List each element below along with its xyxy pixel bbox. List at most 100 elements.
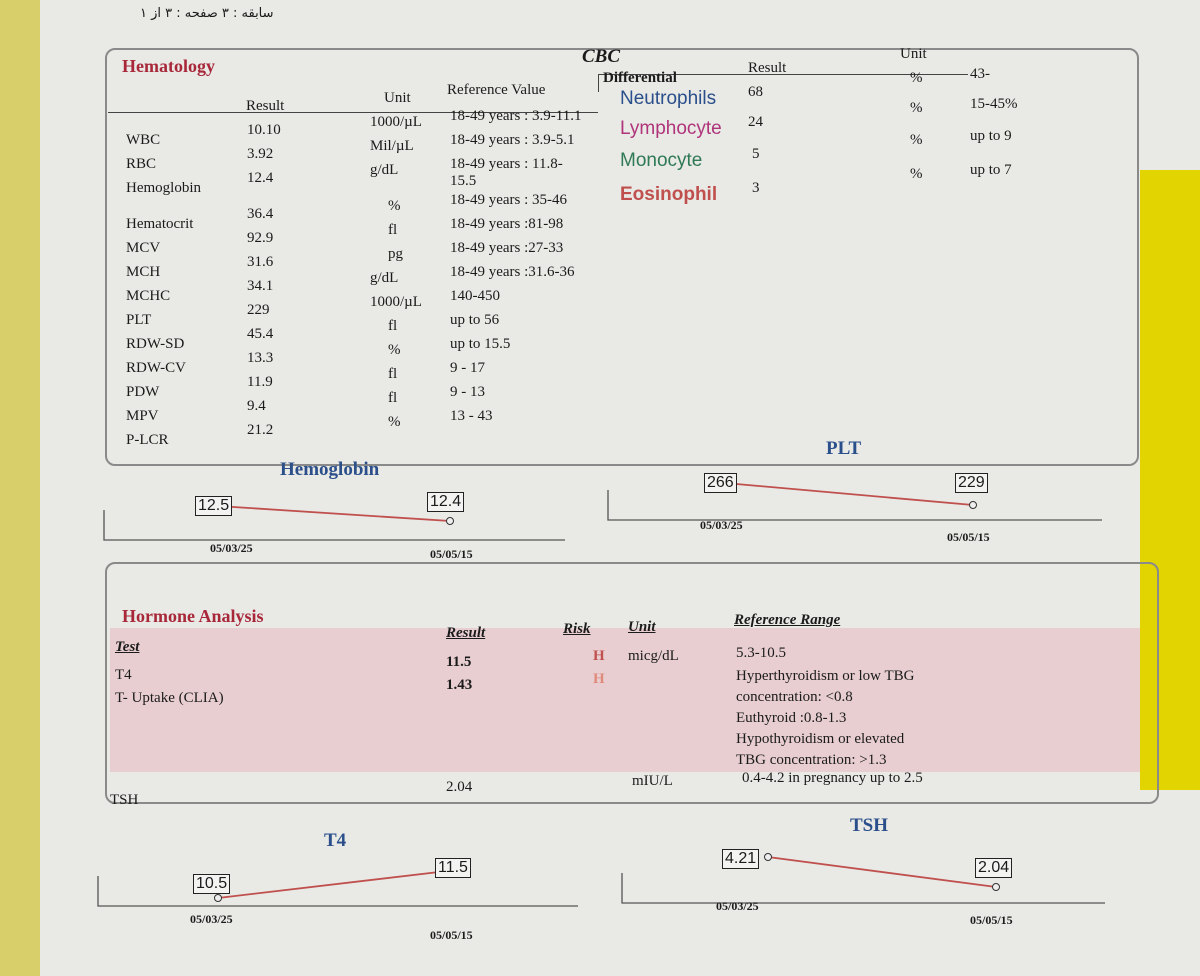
date-label: 05/05/15 bbox=[430, 547, 473, 561]
test-reference: 18-49 years :31.6-36 bbox=[450, 264, 575, 280]
test-unit: g/dL bbox=[370, 270, 399, 286]
date-label: 05/05/15 bbox=[947, 530, 990, 544]
test-unit: fl bbox=[388, 318, 398, 334]
differential-result-header: Result bbox=[748, 60, 787, 76]
differential-divider bbox=[598, 74, 968, 75]
test-name: MCH bbox=[126, 264, 161, 280]
test-unit: % bbox=[388, 342, 401, 358]
test-unit: fl bbox=[388, 390, 398, 406]
hormone-reference: 5.3-10.5 bbox=[736, 645, 786, 661]
hematology-section bbox=[105, 48, 1139, 466]
differential-result: 5 bbox=[752, 146, 760, 162]
series-line bbox=[724, 482, 974, 506]
series-line bbox=[217, 505, 451, 522]
test-result: 21.2 bbox=[247, 422, 274, 438]
test-name: MCV bbox=[126, 240, 161, 256]
folder-edge-left bbox=[0, 0, 40, 976]
differential-ref: up to 9 bbox=[970, 128, 1012, 144]
cbc-label: CBC bbox=[582, 46, 621, 67]
test-unit: 1000/µL bbox=[370, 114, 422, 130]
chart-title-tsh: TSH bbox=[850, 815, 889, 836]
test-reference: up to 56 bbox=[450, 312, 500, 328]
hormone-result: 11.5 bbox=[446, 654, 472, 670]
hormone-result: 2.04 bbox=[446, 779, 473, 795]
test-reference: 18-49 years : 3.9-5.1 bbox=[450, 132, 575, 148]
hematology-title: Hematology bbox=[122, 56, 215, 76]
test-result: 92.9 bbox=[247, 230, 274, 246]
test-result: 45.4 bbox=[247, 326, 274, 342]
test-unit: % bbox=[388, 414, 401, 430]
test-name: RDW-SD bbox=[126, 336, 185, 352]
differential-ref: 15-45% bbox=[970, 96, 1018, 112]
test-unit: 1000/µL bbox=[370, 294, 422, 310]
folder-edge-right bbox=[1140, 170, 1200, 790]
differential-name: Monocyte bbox=[620, 150, 703, 171]
test-reference: up to 15.5 bbox=[450, 336, 511, 352]
chart-title-t4: T4 bbox=[324, 830, 347, 851]
date-label: 05/05/15 bbox=[430, 928, 473, 942]
hormone-highlight bbox=[110, 628, 1140, 772]
test-name: PLT bbox=[126, 312, 152, 328]
differential-ref: up to 7 bbox=[970, 162, 1012, 178]
data-point bbox=[992, 883, 1000, 891]
chart-axis bbox=[607, 490, 1102, 521]
data-point bbox=[214, 894, 222, 902]
test-result: 11.9 bbox=[247, 374, 273, 390]
data-point bbox=[764, 853, 772, 861]
data-label: 12.5 bbox=[195, 496, 233, 516]
test-reference-cont: 15.5 bbox=[450, 173, 477, 189]
test-result: 36.4 bbox=[247, 206, 274, 222]
differential-header: Differential bbox=[603, 70, 677, 86]
data-label: 10.5 bbox=[193, 874, 231, 894]
differential-unit: % bbox=[910, 166, 923, 182]
test-name: P-LCR bbox=[126, 432, 169, 448]
differential-name: Eosinophil bbox=[620, 184, 718, 205]
hormone-result-header: Result bbox=[446, 625, 486, 641]
test-result: 3.92 bbox=[247, 146, 274, 162]
data-point bbox=[969, 501, 977, 509]
data-label: 229 bbox=[955, 473, 988, 493]
test-unit: pg bbox=[388, 246, 403, 262]
test-reference: 9 - 13 bbox=[450, 384, 485, 400]
unit-header: Unit bbox=[384, 90, 411, 106]
test-result: 229 bbox=[247, 302, 270, 318]
differential-unit-header: Unit bbox=[900, 46, 927, 62]
data-label: 2.04 bbox=[975, 858, 1013, 878]
test-result: 10.10 bbox=[247, 122, 281, 138]
test-header: Test bbox=[115, 639, 140, 655]
hormone-test: T4 bbox=[115, 667, 132, 683]
test-reference: 18-49 years : 11.8- bbox=[450, 156, 563, 172]
test-name: MPV bbox=[126, 408, 159, 424]
differential-unit: % bbox=[910, 70, 923, 86]
test-unit: fl bbox=[388, 222, 398, 238]
test-reference: 18-49 years : 3.9-11.1 bbox=[450, 108, 582, 124]
test-unit: % bbox=[388, 198, 401, 214]
page-note: سابقه : ۳ صفحه : ۳ از ۱ bbox=[140, 6, 274, 21]
reference-range-header: Reference Range bbox=[734, 612, 841, 628]
test-result: 13.3 bbox=[247, 350, 274, 366]
date-label: 05/03/25 bbox=[700, 518, 743, 532]
data-label: 266 bbox=[704, 473, 737, 493]
test-reference: 18-49 years :27-33 bbox=[450, 240, 564, 256]
result-header: Result bbox=[246, 98, 285, 114]
header-divider bbox=[108, 112, 598, 113]
test-reference: 13 - 43 bbox=[450, 408, 493, 424]
differential-result: 24 bbox=[748, 114, 763, 130]
differential-name: Lymphocyte bbox=[620, 118, 722, 139]
test-unit: Mil/µL bbox=[370, 138, 414, 154]
hormone-reference: 0.4-4.2 in pregnancy up to 2.5 bbox=[742, 770, 923, 786]
test-name: Hemoglobin bbox=[126, 180, 201, 196]
risk-flag: H bbox=[593, 671, 605, 687]
test-reference: 18-49 years :81-98 bbox=[450, 216, 564, 232]
test-result: 31.6 bbox=[247, 254, 274, 270]
test-name: MCHC bbox=[126, 288, 171, 304]
differential-border bbox=[598, 74, 599, 92]
hormone-reference: TBG concentration: >1.3 bbox=[736, 752, 887, 768]
date-label: 05/03/25 bbox=[716, 899, 759, 913]
risk-flag: H bbox=[593, 648, 605, 664]
test-unit: g/dL bbox=[370, 162, 399, 178]
reference-header: Reference Value bbox=[447, 82, 546, 98]
data-label: 12.4 bbox=[427, 492, 465, 512]
hormone-title: Hormone Analysis bbox=[122, 606, 264, 626]
